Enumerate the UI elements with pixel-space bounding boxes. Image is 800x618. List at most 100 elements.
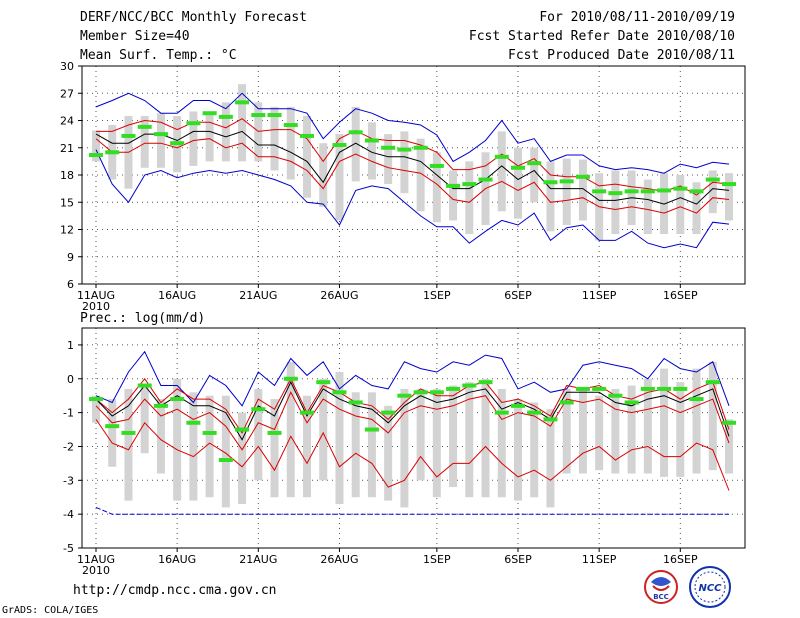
ensemble-box (173, 378, 182, 501)
bcc-logo-text: BCC (653, 593, 669, 601)
observed-marker (511, 165, 525, 170)
y-tick-label: 1 (67, 339, 74, 352)
x-tick-label: 16AUG (158, 553, 196, 566)
y-tick-label: -1 (63, 407, 74, 420)
observed-marker (186, 121, 201, 126)
ensemble-box (692, 368, 701, 474)
x-tick-label: 6SEP (504, 553, 532, 566)
observed-marker (705, 177, 720, 182)
observed-marker (251, 113, 266, 118)
observed-marker (559, 179, 574, 184)
ensemble-box (303, 115, 311, 198)
ensemble-box (562, 158, 571, 225)
ensemble-box (530, 402, 539, 498)
observed-marker (413, 390, 428, 395)
observed-marker (673, 186, 688, 191)
y-tick-label: 9 (67, 251, 74, 264)
ensemble-box (530, 147, 539, 203)
ensemble-box (238, 84, 247, 162)
ensemble-box (254, 388, 263, 481)
observed-marker (527, 410, 542, 415)
plot-frame (81, 65, 746, 285)
x-tick-label: 16SEP (663, 289, 698, 302)
ensemble-box (627, 385, 636, 474)
ensemble-box (400, 131, 409, 194)
observed-marker (446, 386, 461, 391)
x-tick-label: 26AUG (320, 553, 358, 566)
observed-marker (202, 111, 217, 116)
observed-marker (348, 130, 363, 135)
ensemble-box (400, 388, 409, 508)
observed-marker (511, 403, 525, 408)
forecast-period: For 2010/08/11-2010/09/19 (539, 10, 735, 25)
ensemble-box (238, 412, 247, 504)
forecast-produced-date: Fcst Produced Date 2010/08/11 (508, 48, 735, 63)
ensemble-box (92, 130, 100, 162)
observed-marker (251, 407, 266, 412)
ensemble-box (562, 388, 571, 474)
ensemble-box (156, 113, 165, 168)
observed-marker (429, 390, 444, 395)
ncc-logo: NCC (689, 566, 731, 608)
ncc-logo-text: NCC (698, 583, 722, 594)
observed-marker (624, 400, 639, 405)
ensemble-box (416, 138, 425, 212)
observed-marker (689, 397, 704, 402)
ensemble-box (351, 106, 360, 182)
ensemble-box (319, 143, 328, 207)
observed-marker (608, 393, 623, 398)
y-tick-label: 15 (60, 196, 74, 209)
observed-marker (381, 410, 396, 415)
observed-marker (348, 400, 363, 405)
x-tick-label: 11AUG (77, 553, 115, 566)
observed-marker (657, 386, 672, 391)
y-tick-label: -4 (63, 508, 74, 521)
observed-marker (137, 383, 152, 388)
observed-marker (494, 154, 509, 159)
y-tick-label: 12 (60, 224, 74, 237)
ensemble-box (351, 392, 360, 498)
observed-marker (89, 397, 103, 402)
ensemble-box (270, 399, 279, 498)
ensemble-box (92, 395, 100, 423)
q75-line (95, 377, 730, 434)
observed-marker (300, 410, 314, 415)
min-line (95, 506, 729, 515)
ensemble-box (676, 175, 685, 235)
x-tick-label: 1SEP (423, 289, 451, 302)
x-tick-label: 1SEP (423, 553, 451, 566)
q75-line (96, 118, 730, 196)
ensemble-box (384, 134, 393, 185)
precipitation-panel: -5 -4 -3 -2 -1 0 1 11AUG 16AUG 21AUG 26AUG 1SEP 6SEP… (63, 327, 746, 577)
ensemble-box (286, 106, 295, 180)
ensemble-box (611, 170, 620, 235)
y-tick-label: -5 (63, 542, 74, 555)
ensemble-box (221, 102, 230, 162)
q25-line (95, 138, 730, 214)
observed-marker (105, 150, 120, 155)
observed-marker (673, 386, 688, 391)
ensemble-box (335, 134, 344, 221)
observed-marker (413, 145, 428, 150)
observed-marker (722, 182, 736, 187)
ensemble-box (303, 395, 311, 498)
x-tick-label: 16AUG (158, 289, 196, 302)
y-tick-label: 24 (60, 115, 74, 128)
ensemble-box (643, 179, 652, 235)
x-tick-label: 16SEP (663, 553, 698, 566)
ensemble-box (449, 170, 458, 221)
observed-marker (170, 397, 185, 402)
observed-marker (235, 427, 250, 432)
temperature-panel: 6 9 12 15 18 21 24 27 30 11AUG 16AUG 21AUG 26AUG 1SEP… (60, 60, 746, 313)
ensemble-box (725, 419, 733, 474)
observed-marker (121, 133, 136, 138)
y-tick-label: 6 (67, 278, 74, 291)
ensemble-box (481, 378, 490, 498)
observed-marker (478, 177, 493, 182)
observed-marker (575, 386, 590, 391)
observed-marker (543, 417, 558, 422)
observed-marker (462, 383, 477, 388)
ensemble-box (643, 378, 652, 474)
observed-marker (89, 153, 103, 158)
observed-marker (478, 380, 493, 385)
